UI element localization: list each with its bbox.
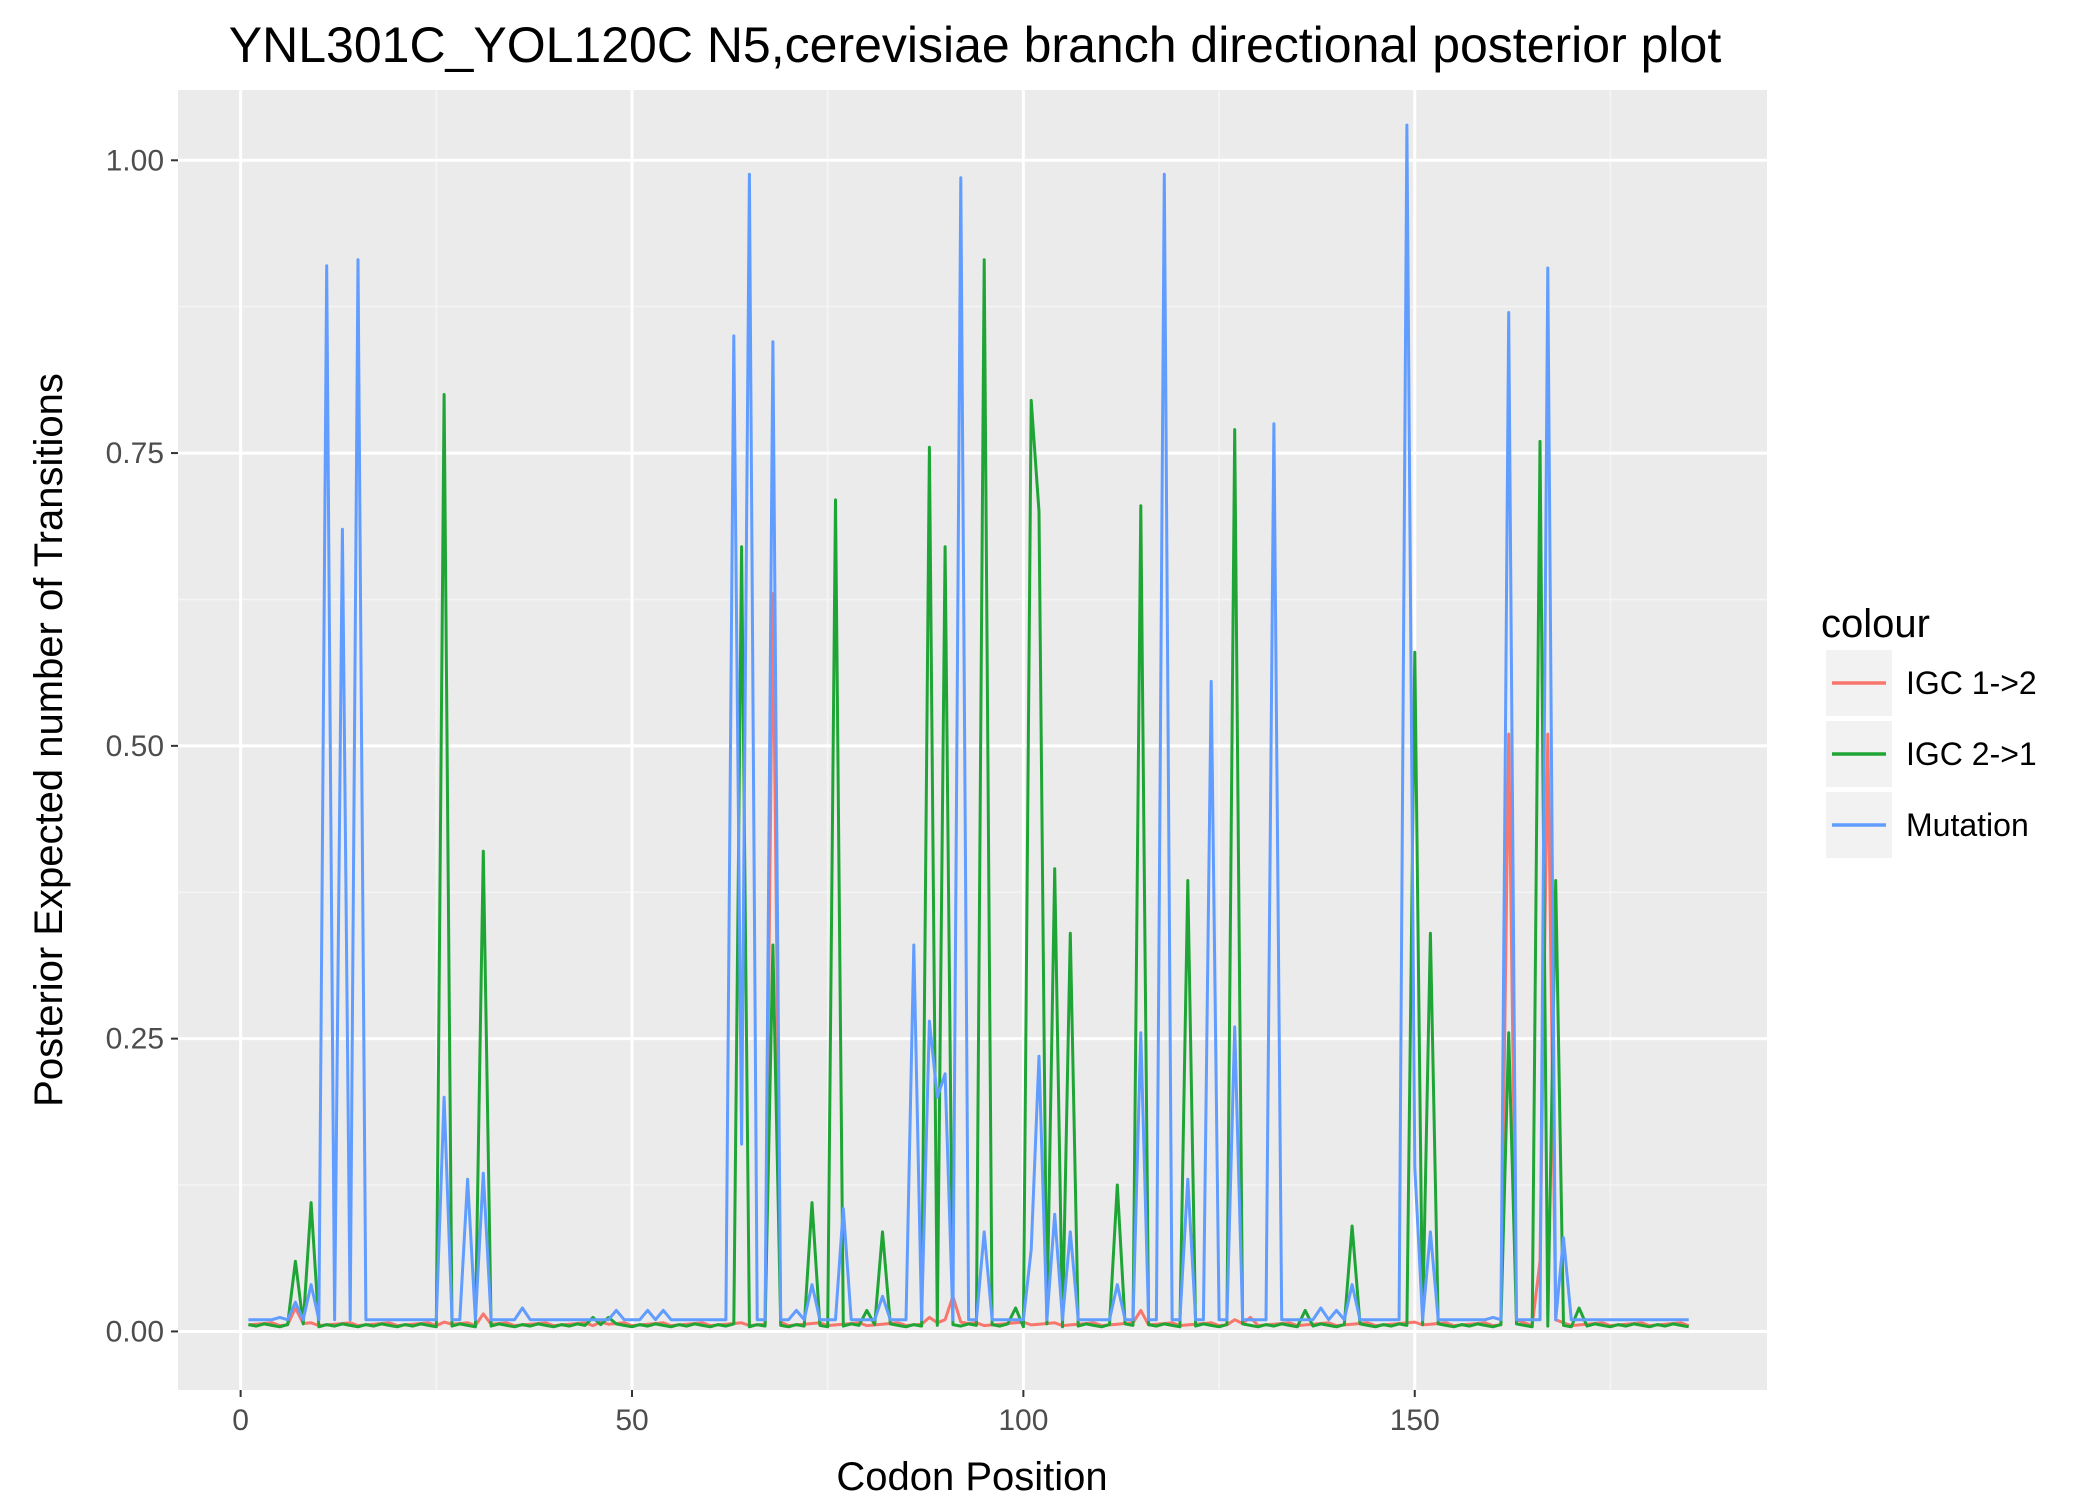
- x-tick-label: 50: [615, 1404, 648, 1437]
- x-tick-label: 150: [1390, 1404, 1440, 1437]
- plot-panel: [178, 90, 1767, 1390]
- legend-label: Mutation: [1906, 807, 2029, 843]
- chart-title: YNL301C_YOL120C N5,cerevisiae branch dir…: [229, 17, 1722, 73]
- y-tick-label: 0.00: [106, 1315, 164, 1348]
- x-tick-label: 0: [232, 1404, 249, 1437]
- y-tick-label: 0.75: [106, 437, 164, 470]
- legend-label: IGC 2->1: [1906, 736, 2037, 772]
- legend-label: IGC 1->2: [1906, 665, 2037, 701]
- series-line-igc-2-1: [248, 258, 1689, 1329]
- y-axis-title: Posterior Expected number of Transitions: [27, 373, 71, 1107]
- legend-title: colour: [1821, 602, 1930, 646]
- x-axis-title: Codon Position: [836, 1455, 1107, 1499]
- series-lines: [248, 123, 1690, 1329]
- y-tick-label: 1.00: [106, 144, 164, 177]
- y-tick-label: 0.25: [106, 1023, 164, 1056]
- y-tick-label: 0.50: [106, 730, 164, 763]
- x-axis-ticks: 0 50 100 150: [232, 1390, 1440, 1437]
- x-tick-label: 100: [998, 1404, 1048, 1437]
- y-axis-ticks: 0.00 0.25 0.50 0.75 1.00: [106, 144, 178, 1348]
- series-line-mutation: [248, 123, 1689, 1322]
- legend: colour IGC 1->2 IGC 2->1 Mutation: [1821, 602, 2037, 858]
